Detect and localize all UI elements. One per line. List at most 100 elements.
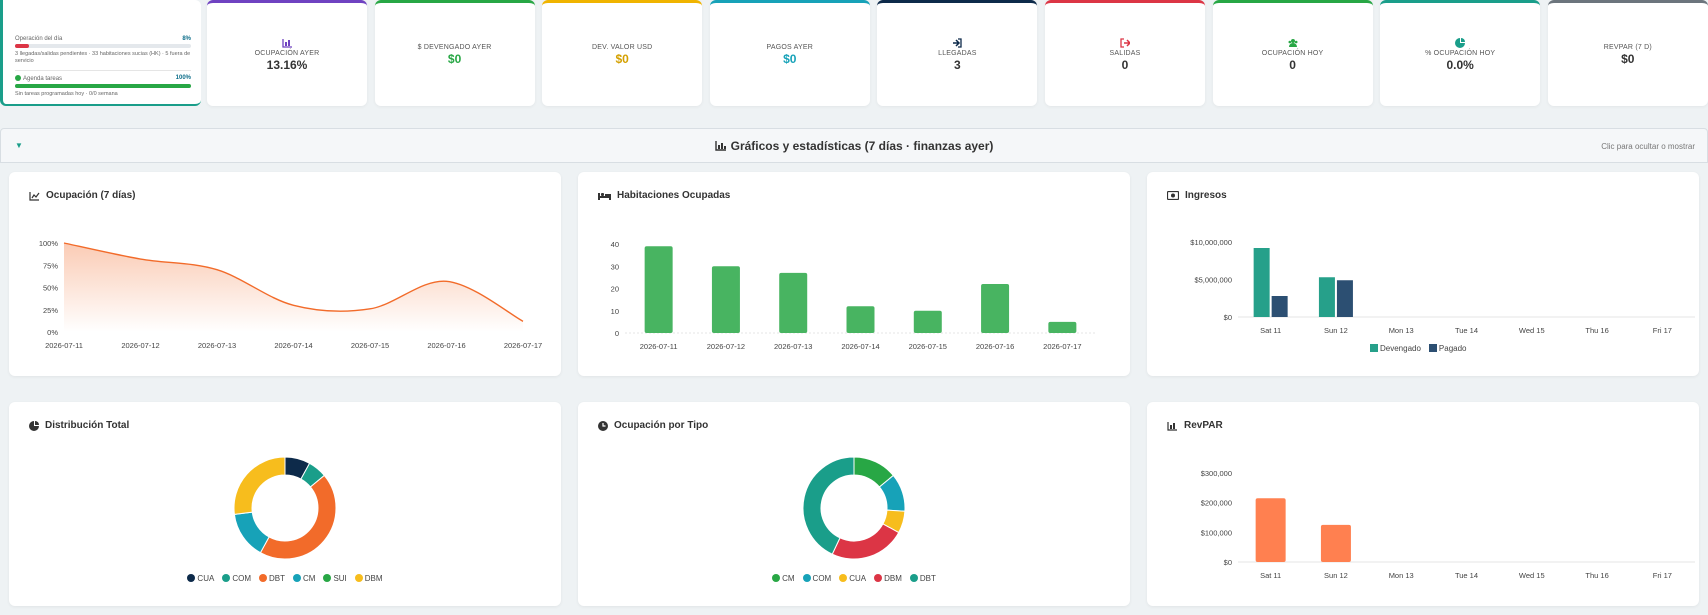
chart-bar-icon: [1167, 421, 1177, 431]
legend-item[interactable]: SUI: [323, 574, 347, 583]
kpi-label: $ DEVENGADO AYER: [417, 43, 492, 51]
bar: [1255, 498, 1286, 562]
distribution-chart-header: Distribución Total: [29, 420, 129, 431]
legend-item[interactable]: Pagado: [1428, 344, 1467, 353]
distribution-chart-card: Distribución Total CUA COM DBT CM SUI DBM: [9, 402, 561, 606]
legend-swatch: [187, 574, 196, 582]
legend-label: DBT: [919, 574, 936, 583]
pie-slice: [233, 511, 270, 554]
legend-swatch: [258, 574, 267, 582]
legend-swatch: [292, 574, 301, 582]
caret-down-icon[interactable]: ▼: [15, 141, 23, 150]
x-tick-label: Wed 15: [1519, 571, 1545, 580]
legend-item[interactable]: DBT: [909, 574, 936, 583]
tasks-line: Agenda tareas 100%: [15, 75, 191, 82]
kpi-card-1: $ DEVENGADO AYER $0: [374, 0, 535, 106]
x-tick-label: Mon 13: [1389, 571, 1414, 580]
legend-item[interactable]: DBT: [258, 574, 285, 583]
kpi-label: OCUPACIÓN AYER: [254, 49, 320, 57]
operations-progress-bar: [15, 44, 191, 48]
x-tick-label: Wed 15: [1519, 326, 1545, 335]
x-tick-label: 2026-07-17: [1043, 342, 1081, 351]
x-tick-label: 2026-07-16: [976, 342, 1014, 351]
bar: [913, 310, 942, 333]
legend-label: Devengado: [1380, 344, 1421, 353]
revpar-chart: $0 $100,000 $200,000 $300,000 Sat 11 Sun 12 Mo…: [1201, 469, 1695, 580]
charts-panel-toggle[interactable]: ▼ Gráficos y estadísticas (7 días · fina…: [0, 128, 1708, 163]
x-tick-label: 2026-07-11: [640, 342, 678, 351]
bar: [1048, 321, 1077, 333]
kpi-value: 0: [1289, 57, 1296, 72]
legend-label: COM: [232, 574, 251, 583]
x-tick-label: Mon 13: [1389, 326, 1414, 335]
legend-item[interactable]: CM: [772, 574, 795, 583]
legend-swatch: [909, 574, 918, 582]
legend-label: SUI: [333, 574, 347, 583]
legend-item[interactable]: DBM: [874, 574, 902, 583]
kpi-label: OCUPACIÓN HOY: [1261, 49, 1324, 57]
occupancy-chart-header: Ocupación (7 días): [29, 190, 135, 201]
kpi-label: % OCUPACIÓN HOY: [1425, 49, 1496, 57]
tasks-progress-bar: [15, 84, 191, 88]
y-tick-label: $5,000,000: [1194, 276, 1232, 285]
occupancy-area: [64, 243, 523, 332]
legend-label: Pagado: [1438, 344, 1467, 353]
operations-percent: 8%: [182, 36, 191, 42]
y-tick-label: $100,000: [1201, 528, 1232, 537]
x-tick-label: 2026-07-16: [427, 341, 465, 350]
legend-swatch: [1370, 344, 1378, 352]
y-tick-label: 40: [611, 240, 619, 249]
legend-swatch: [323, 574, 332, 582]
x-tick-label: 2026-07-12: [707, 342, 745, 351]
x-tick-label: 2026-07-13: [198, 341, 236, 350]
y-tick-label: $10,000,000: [1190, 238, 1232, 247]
pie-slice: [802, 456, 855, 555]
revpar-chart-card: RevPAR $0 $100,000 $200,000 $300,000 Sat 11 S…: [1147, 402, 1699, 606]
income-legend: Devengado Pagado: [1370, 344, 1467, 353]
kpi-label: PAGOS AYER: [766, 43, 814, 51]
charts-panel-hint: Clic para ocultar o mostrar: [1601, 142, 1695, 151]
income-chart: $0 $5,000,000 $10,000,000 Sat 11 Sun 12 Mon 1…: [1190, 238, 1695, 335]
x-tick-label: Sat 11: [1260, 571, 1281, 580]
charts-panel-title: Gráficos y estadísticas (7 días · finanz…: [730, 138, 994, 153]
legend-item[interactable]: Devengado: [1370, 344, 1421, 353]
tasks-percent: 100%: [175, 75, 191, 81]
y-tick-label: $300,000: [1201, 469, 1232, 478]
legend-label: COM: [812, 574, 832, 583]
chart-bar-icon: [282, 38, 292, 48]
x-tick-label: 2026-07-17: [504, 341, 542, 350]
x-tick-label: Thu 16: [1585, 571, 1608, 580]
charts-panel-title-wrap: Gráficos y estadísticas (7 días · finanz…: [714, 138, 994, 153]
legend-item[interactable]: COM: [222, 574, 251, 583]
x-tick-label: Thu 16: [1585, 326, 1608, 335]
tasks-label-wrap: Agenda tareas: [15, 75, 62, 82]
operations-line: Operación del día 8%: [15, 36, 191, 42]
x-tick-label: 2026-07-14: [841, 342, 879, 351]
x-tick-label: Fri 17: [1653, 326, 1672, 335]
y-tick-label: 0%: [47, 328, 58, 337]
kpi-card-7: % OCUPACIÓN HOY 0.0%: [1380, 0, 1541, 106]
legend-swatch: [1428, 344, 1437, 352]
bar: [1336, 280, 1353, 317]
bar: [1253, 248, 1270, 317]
legend-item[interactable]: COM: [802, 574, 832, 583]
tasks-note: Sin tareas programadas hoy · 0/0 semana: [15, 91, 118, 97]
legend-item[interactable]: CM: [292, 574, 315, 583]
y-tick-label: 20: [611, 285, 619, 294]
x-tick-label: 2026-07-15: [351, 341, 389, 350]
money-icon: [1167, 191, 1179, 200]
income-chart-header: Ingresos: [1167, 190, 1227, 201]
sign-in-icon: [953, 37, 963, 48]
kpi-value: 0: [1121, 57, 1129, 72]
by-type-legend: CM COM CUA DBM DBT: [578, 574, 1130, 583]
legend-item[interactable]: CUA: [839, 574, 866, 583]
bed-icon: [598, 193, 611, 200]
legend-swatch: [802, 574, 811, 582]
x-tick-label: Sat 11: [1260, 326, 1281, 335]
legend-item[interactable]: CUA: [187, 574, 214, 583]
legend-swatch: [839, 574, 848, 582]
by-type-chart-title: Ocupación por Tipo: [614, 420, 709, 431]
occupancy-chart: 0% 25% 50% 75% 100% 2026-07-11 2026-07-12 2026-…: [39, 239, 542, 350]
legend-item[interactable]: DBM: [354, 574, 383, 583]
y-tick-label: 0: [615, 329, 619, 338]
